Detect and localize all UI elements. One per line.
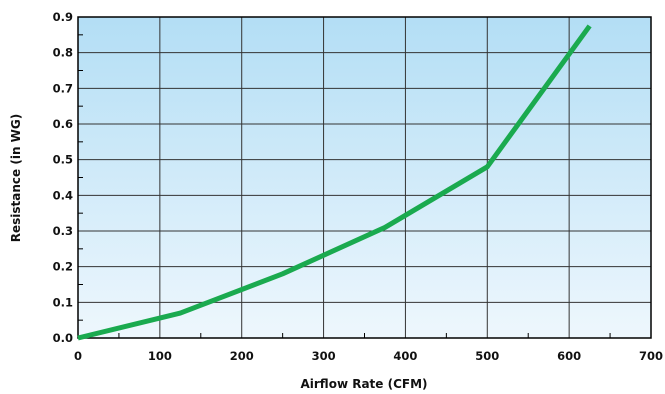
series-line-0 <box>77 24 592 341</box>
x-tick-label: 200 <box>230 349 254 363</box>
y-tick-label: 0.4 <box>53 188 73 202</box>
y-tick-label: 0.6 <box>53 117 73 131</box>
x-axis-title: Airflow Rate (CFM) <box>300 377 427 391</box>
x-tick-label: 100 <box>148 349 172 363</box>
y-tick-label: 0.9 <box>53 10 73 24</box>
x-tick-label: 600 <box>557 349 581 363</box>
y-tick-label: 0.2 <box>53 260 73 274</box>
plot-area <box>78 17 651 338</box>
y-tick-label: 0.8 <box>53 46 73 60</box>
chart-title: Clean Device <box>284 0 444 10</box>
y-tick-label: 0.5 <box>53 153 73 167</box>
x-tick-label: 700 <box>639 349 663 363</box>
x-axis-tick-labels: 0 100 200 300 400 500 600 700 <box>74 349 663 363</box>
series-layer <box>77 24 592 341</box>
x-tick-label: 500 <box>475 349 499 363</box>
x-tick-label: 400 <box>393 349 417 363</box>
x-tick-label: 300 <box>312 349 336 363</box>
minor-ticks <box>78 34 611 338</box>
y-tick-label: 0.1 <box>53 295 73 309</box>
y-tick-label: 0.0 <box>53 331 73 345</box>
y-axis-title: Resistance (in WG) <box>9 114 23 242</box>
y-tick-label: 0.3 <box>53 224 73 238</box>
y-axis-tick-labels: 0.0 0.1 0.2 0.3 0.4 0.5 0.6 0.7 0.8 0.9 <box>53 10 73 345</box>
x-tick-label: 0 <box>74 349 82 363</box>
y-tick-label: 0.7 <box>53 81 73 95</box>
